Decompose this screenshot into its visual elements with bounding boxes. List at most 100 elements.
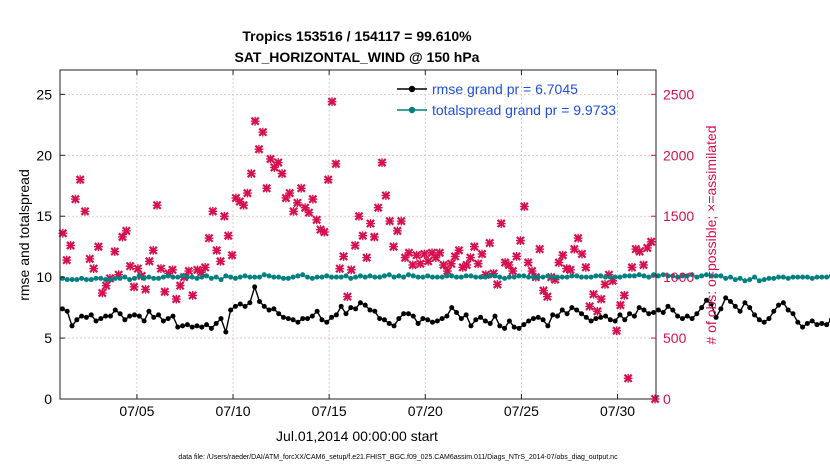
obs-point xyxy=(327,97,337,107)
obs-point xyxy=(121,226,131,236)
spread-point xyxy=(338,274,344,280)
spread-point xyxy=(785,275,791,281)
rmse-point xyxy=(449,305,455,311)
spread-point xyxy=(189,274,195,280)
spread-point xyxy=(79,275,85,281)
obs-point xyxy=(592,306,602,316)
rmse-point xyxy=(444,313,450,319)
obs-point xyxy=(323,175,333,185)
spread-point xyxy=(530,274,536,280)
obs-point xyxy=(566,265,575,275)
obs-point xyxy=(277,169,287,178)
y-left-tick-label: 10 xyxy=(36,269,52,285)
obs-point xyxy=(101,281,111,291)
obs-point xyxy=(285,188,295,198)
obs-point xyxy=(160,287,170,297)
obs-point xyxy=(171,294,181,304)
spread-point xyxy=(588,274,594,280)
y-left-tick-label: 0 xyxy=(44,391,52,407)
spread-point xyxy=(670,273,676,279)
obs-point xyxy=(639,260,648,270)
y-axis-label-right: # of obs: o=possible; ×=assimilated xyxy=(703,125,719,344)
obs-point xyxy=(627,263,637,272)
rmse-point xyxy=(401,311,407,317)
rmse-point xyxy=(204,322,210,328)
spread-point xyxy=(309,275,315,281)
obs-point xyxy=(477,249,487,259)
rmse-point xyxy=(425,317,431,323)
obs-point xyxy=(66,241,75,250)
obs-point xyxy=(346,265,356,275)
spread-point xyxy=(228,274,234,280)
obs-point xyxy=(335,264,345,274)
rmse-point xyxy=(156,312,162,318)
spread-point xyxy=(151,275,157,281)
spread-point xyxy=(511,274,517,280)
spread-point xyxy=(377,274,383,280)
spread-point xyxy=(247,274,253,280)
legend-spread-label: totalspread grand pr = 9.9733 xyxy=(432,102,616,118)
obs-point xyxy=(148,245,158,255)
rmse-point xyxy=(809,318,815,324)
spread-point xyxy=(622,273,628,279)
spread-point xyxy=(694,274,700,280)
rmse-point xyxy=(218,316,224,322)
y-right-tick-label: 500 xyxy=(663,330,687,346)
rmse-point xyxy=(79,313,85,319)
spread-point xyxy=(357,273,363,279)
x-tick-label: 07/20 xyxy=(408,403,443,419)
spread-point xyxy=(218,277,224,283)
spread-point xyxy=(319,274,325,280)
spread-point xyxy=(199,274,205,280)
obs-point xyxy=(184,266,194,276)
spread-point xyxy=(295,273,301,279)
obs-point xyxy=(156,264,166,274)
rmse-point xyxy=(651,309,657,315)
rmse-point xyxy=(434,318,440,324)
obs-point xyxy=(293,198,302,208)
obs-point xyxy=(304,208,314,217)
rmse-point xyxy=(396,316,402,322)
spread-point xyxy=(367,273,373,279)
rmse-point xyxy=(343,311,349,317)
spread-point xyxy=(790,274,796,280)
rmse-point xyxy=(362,302,368,308)
obs-point xyxy=(473,259,483,269)
y-left-tick-label: 5 xyxy=(44,330,52,346)
spread-point xyxy=(583,274,589,280)
rmse-point xyxy=(74,317,80,323)
spread-point xyxy=(554,274,560,280)
obs-point xyxy=(646,237,656,247)
rmse-point xyxy=(603,313,609,319)
rmse-point xyxy=(588,318,594,324)
spread-point xyxy=(396,273,402,279)
spread-point xyxy=(545,273,551,279)
spread-point xyxy=(160,274,166,280)
obs-point xyxy=(219,211,229,221)
rmse-point xyxy=(309,313,315,319)
spread-point xyxy=(737,275,743,281)
rmse-point xyxy=(415,320,421,326)
obs-point xyxy=(373,203,383,213)
y-left-tick-label: 25 xyxy=(36,86,52,102)
spread-point xyxy=(675,274,681,280)
obs-point xyxy=(212,245,222,255)
obs-point xyxy=(600,280,610,289)
obs-point xyxy=(485,238,495,248)
rmse-point xyxy=(107,313,113,319)
legend-rmse-marker xyxy=(408,85,416,93)
rmse-point xyxy=(372,308,378,314)
obs-series xyxy=(58,97,660,404)
rmse-point xyxy=(502,325,508,331)
obs-point xyxy=(70,194,80,204)
rmse-point xyxy=(482,318,488,324)
spread-point xyxy=(237,274,243,280)
obs-point xyxy=(619,291,629,300)
rmse-point xyxy=(703,297,709,303)
spread-point xyxy=(136,273,142,279)
rmse-point xyxy=(285,316,291,322)
rmse-point xyxy=(790,311,796,317)
obs-point xyxy=(519,202,529,211)
spread-point xyxy=(449,273,455,279)
rmse-point xyxy=(271,306,277,312)
